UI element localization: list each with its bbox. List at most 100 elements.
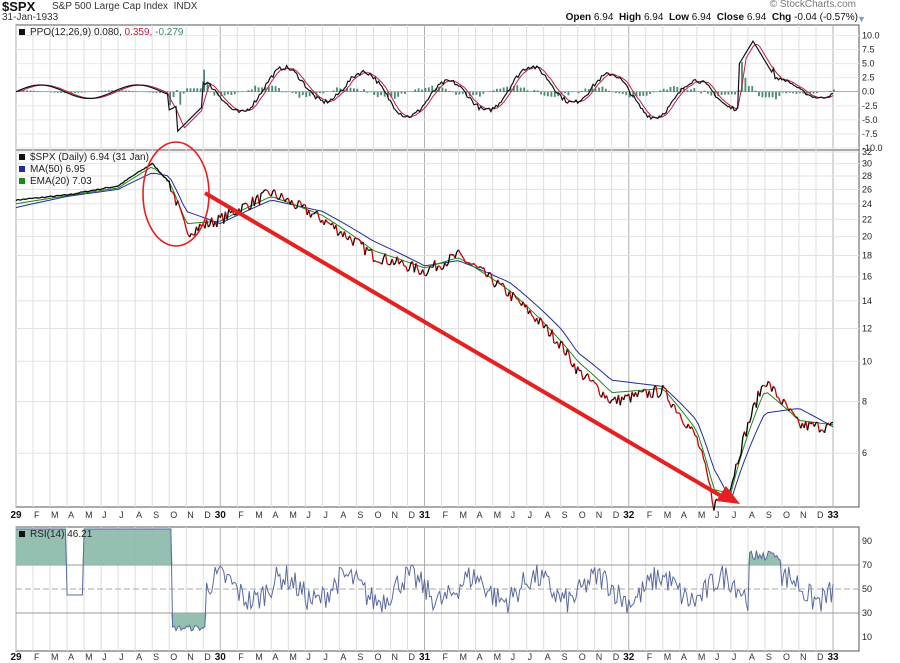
month-tick-label: J [732, 510, 737, 520]
price-segment [87, 190, 90, 193]
ma-legend-swatch [19, 166, 25, 172]
ppo-legend-name: PPO(12,26,9) [30, 27, 91, 38]
price-segment [415, 263, 419, 270]
month-tick-label: F [34, 510, 40, 520]
month-tick-label: M [664, 652, 672, 662]
ppo-histogram-bar [577, 91, 580, 94]
price-segment [774, 388, 778, 398]
month-tick-label: N [187, 510, 194, 520]
month-tick-label: M [85, 652, 93, 662]
price-segment [294, 207, 298, 210]
month-tick-label: J [715, 652, 720, 662]
ppo-histogram-bar [60, 91, 63, 93]
ppo-histogram-bar [373, 91, 376, 95]
month-tick-label: J [528, 652, 533, 662]
price-segment [265, 189, 269, 192]
price-segment [657, 396, 660, 398]
price-segment [488, 271, 492, 274]
ppo-histogram-bar [63, 91, 66, 94]
year-tick-label: 31 [419, 652, 431, 663]
ppo-histogram-bar [383, 91, 386, 97]
price-segment [446, 263, 449, 267]
month-tick-label: M [460, 510, 468, 520]
ppo-histogram-bar [676, 86, 679, 92]
ppo-histogram-bar [451, 91, 454, 93]
year-tick-label: 31 [419, 510, 431, 521]
price-segment [316, 210, 320, 218]
month-tick-label: S [766, 652, 772, 662]
ppo-histogram-bar [400, 91, 403, 94]
high-label: High [618, 12, 642, 23]
price-segment [459, 252, 463, 257]
ppo-histogram-bar [159, 91, 161, 94]
price-segment [298, 199, 301, 202]
price-segment [405, 266, 409, 272]
price-segment [104, 186, 107, 189]
month-tick-label: F [443, 652, 449, 662]
month-tick-label: A [545, 510, 551, 520]
price-segment [121, 182, 124, 185]
price-segment [277, 197, 281, 201]
price-segment [97, 188, 100, 191]
price-segment [352, 237, 356, 246]
ppo-legend-swatch [19, 29, 25, 35]
ppo-histogram-bar [775, 91, 777, 100]
ppo-histogram-bar [533, 90, 536, 92]
price-segment [131, 174, 134, 178]
ppo-histogram-bar [635, 91, 638, 97]
rsi-line [16, 528, 834, 632]
rsi-tick-label: 70 [862, 560, 872, 570]
rsi-legend: RSI(14) 46.21 [19, 529, 93, 540]
month-tick-label: J [323, 652, 328, 662]
price-segment [784, 401, 788, 407]
ppo-histogram-bar [353, 88, 355, 92]
month-tick-label: O [579, 510, 586, 520]
month-tick-label: D [204, 652, 211, 662]
price-segment [537, 317, 541, 325]
price-segment [713, 500, 717, 511]
month-tick-label: O [783, 510, 790, 520]
price-segment [304, 204, 308, 216]
ppo-histogram-bar [519, 87, 522, 92]
ppo-histogram-bar [833, 89, 835, 92]
price-tick-label: 6 [862, 448, 867, 458]
price-segment [124, 179, 127, 182]
price-segment [769, 383, 773, 392]
ppo-histogram-bar [363, 89, 365, 92]
price-segment [583, 374, 587, 379]
ppo-histogram-bar [761, 91, 764, 98]
month-tick-label: D [817, 652, 824, 662]
ppo-histogram-bar [107, 90, 110, 92]
ppo-histogram-bar [482, 91, 485, 94]
price-segment [699, 448, 703, 451]
price-segment [789, 408, 793, 412]
ppo-histogram-bar [496, 88, 498, 92]
ppo-histogram-bar [128, 90, 131, 92]
month-tick-label: J [119, 510, 124, 520]
month-tick-label: F [647, 652, 653, 662]
month-tick-label: N [187, 652, 194, 662]
dropdown-triangle-icon[interactable]: ▼ [857, 14, 866, 24]
ppo-histogram-bar [615, 91, 617, 93]
price-segment [83, 190, 86, 193]
x-axis: 2929FFMMAAMMJJJJAASSOONNDD3030FFMMAAMMJJ… [10, 510, 839, 663]
ppo-histogram-bar [199, 88, 202, 92]
price-tick-label: 12 [862, 324, 872, 334]
price-segment [522, 301, 526, 308]
ppo-histogram-bar [724, 91, 726, 95]
price-segment [161, 174, 165, 178]
month-tick-label: D [408, 510, 415, 520]
ppo-histogram-bar [492, 90, 495, 92]
ppo-histogram-bar [182, 91, 185, 94]
price-segment [473, 263, 477, 266]
price-segment [262, 189, 266, 193]
ppo-histogram-bar [84, 91, 86, 93]
price-segment [216, 214, 220, 228]
ppo-histogram-bar [771, 91, 774, 98]
price-segment [499, 282, 502, 285]
rsi-tick-label: 90 [862, 536, 872, 546]
month-tick-label: S [357, 510, 363, 520]
price-segment [39, 196, 42, 199]
ppo-histogram-bar [33, 90, 35, 92]
price-segment [629, 391, 633, 403]
